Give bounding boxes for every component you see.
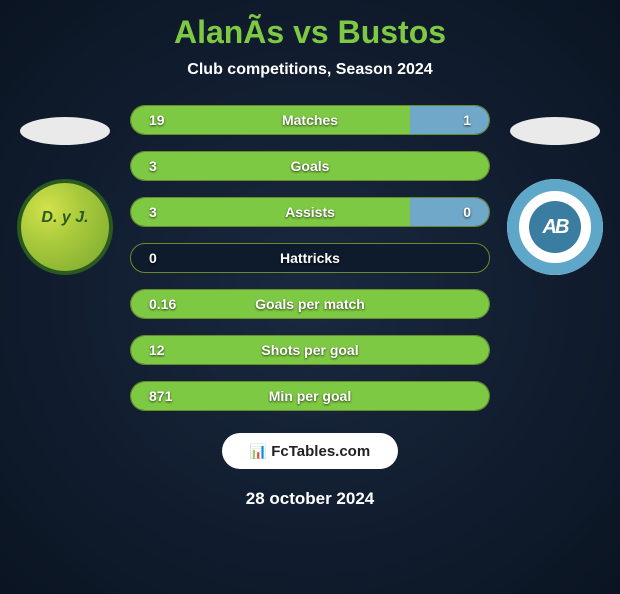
- brand-icon: 📊: [250, 443, 267, 460]
- bar-text: 3Goals: [131, 152, 489, 180]
- brand-badge[interactable]: 📊 FcTables.com: [222, 433, 398, 469]
- comparison-layout: 19Matches1 3Goals 3Assists0 0Hattricks 0.16G…: [0, 105, 620, 427]
- stat-bar: 0Hattricks: [130, 243, 490, 273]
- crest-right-badge: AB: [507, 179, 603, 275]
- page-date: 28 october 2024: [0, 489, 620, 509]
- bar-text: 12Shots per goal: [131, 336, 489, 364]
- right-club-crest: AB: [507, 179, 603, 275]
- bar-text: 0Hattricks: [131, 244, 489, 272]
- crest-left-badge: [17, 179, 113, 275]
- page-title: AlanÃs vs Bustos: [0, 14, 620, 51]
- bar-text: 871Min per goal: [131, 382, 489, 410]
- left-club-crest: [17, 179, 113, 275]
- stat-bar: 12Shots per goal: [130, 335, 490, 365]
- left-player-oval: [20, 117, 110, 145]
- stat-bar: 871Min per goal: [130, 381, 490, 411]
- bar-label: Hattricks: [131, 250, 489, 266]
- brand-text: FcTables.com: [271, 443, 370, 460]
- bar-label: Matches: [131, 112, 489, 128]
- bar-label: Goals per match: [131, 296, 489, 312]
- right-side: AB: [490, 105, 620, 275]
- bar-text: 0.16Goals per match: [131, 290, 489, 318]
- right-player-oval: [510, 117, 600, 145]
- bar-text: 19Matches1: [131, 106, 489, 134]
- bar-text: 3Assists0: [131, 198, 489, 226]
- bar-label: Min per goal: [131, 388, 489, 404]
- bar-label: Assists: [131, 204, 489, 220]
- page-subtitle: Club competitions, Season 2024: [0, 61, 620, 79]
- bar-label: Shots per goal: [131, 342, 489, 358]
- stat-bar: 3Goals: [130, 151, 490, 181]
- stat-bar: 19Matches1: [130, 105, 490, 135]
- brand-wrap: 📊 FcTables.com: [0, 427, 620, 469]
- stat-bars: 19Matches1 3Goals 3Assists0 0Hattricks 0.16G…: [130, 105, 490, 427]
- bar-label: Goals: [131, 158, 489, 174]
- stat-bar: 0.16Goals per match: [130, 289, 490, 319]
- left-side: [0, 105, 130, 275]
- crest-right-core: AB: [529, 201, 581, 253]
- stat-bar: 3Assists0: [130, 197, 490, 227]
